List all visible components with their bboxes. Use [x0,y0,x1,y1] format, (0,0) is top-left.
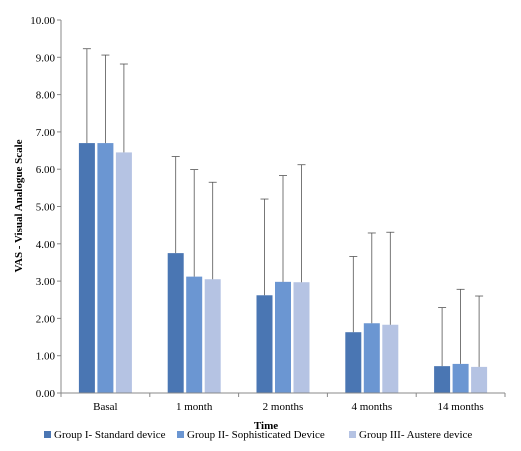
legend-swatch [349,431,356,438]
legend: Group I- Standard device Group II- Sophis… [44,429,472,441]
y-tick-label: 9.00 [36,52,56,64]
y-tick-label: 6.00 [36,164,56,176]
x-axis-title: Time [254,420,278,432]
y-tick-label: 10.00 [30,15,55,27]
bar-1 [345,332,362,393]
y-tick-label: 8.00 [36,90,56,102]
x-tick-label: 1 month [176,401,213,413]
error-bars [82,48,484,367]
y-tick-label: 5.00 [36,202,56,214]
y-axis-title: VAS - Visual Analogue Scale [13,139,25,272]
bar-2 [452,363,469,393]
x-tick-label: 2 months [263,401,304,413]
bars [78,143,488,393]
y-tick-label: 7.00 [36,127,56,139]
y-tick-label: 0.00 [36,388,56,400]
bar-1 [256,295,273,393]
bar-2 [275,281,291,393]
y-tick-label: 1.00 [36,351,56,363]
y-tick-label: 2.00 [36,313,56,325]
legend-label: Group III- Austere device [359,429,472,441]
bar-2 [97,143,114,393]
y-axis-ticks: 0.00 1.00 2.00 3.00 4.00 5.00 6.00 7.00 8.00 9.00… [30,15,61,400]
x-tick-label: 4 months [351,401,392,413]
y-tick-label: 3.00 [36,276,56,288]
bar-1 [434,366,451,393]
y-tick-label: 4.00 [36,239,56,251]
bar-3 [115,152,132,393]
x-tick-label: Basal [93,401,117,413]
legend-swatch [177,431,184,438]
bar-3 [382,324,399,393]
bar-3 [471,366,488,393]
bar-1 [78,143,95,393]
x-axis-ticks: Basal 1 month 2 months 4 months 14 months [60,393,506,413]
x-tick-label: 14 months [438,401,484,413]
bar-3 [204,279,221,393]
bar-1 [167,253,184,393]
bar-3 [293,282,310,393]
legend-swatch [44,431,51,438]
legend-label: Group II- Sophisticated Device [187,429,325,441]
bar-2 [186,276,203,393]
bar-2 [363,323,380,393]
axes [60,20,505,394]
legend-label: Group I- Standard device [54,429,166,441]
